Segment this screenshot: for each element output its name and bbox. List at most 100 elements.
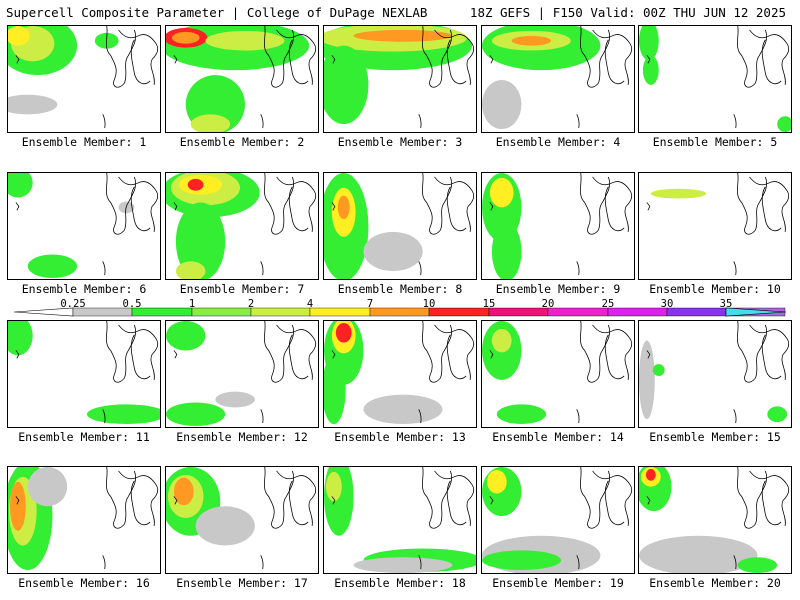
- lake-outline: [737, 26, 768, 88]
- coast-outline: [331, 55, 336, 64]
- member-caption: Ensemble Member: 2: [179, 135, 305, 149]
- scp-contour-area: [27, 467, 68, 507]
- member-caption: Ensemble Member: 16: [18, 576, 150, 590]
- coast-outline: [173, 496, 178, 505]
- scp-field-map: [8, 321, 160, 425]
- ensemble-map-panel: [481, 172, 635, 280]
- scp-contour-area: [175, 261, 206, 279]
- lake-outline: [118, 176, 159, 232]
- lake-outline: [737, 321, 768, 383]
- scp-contour-area: [166, 321, 206, 351]
- member-caption: Ensemble Member: 3: [337, 135, 463, 149]
- coast-outline: [489, 496, 494, 505]
- ensemble-map-panel: [481, 466, 635, 574]
- member-caption: Ensemble Member: 12: [176, 430, 308, 444]
- lake-outline: [288, 39, 309, 85]
- legend-swatch: [607, 307, 668, 317]
- legend-tick-label: 25: [601, 298, 615, 310]
- lake-outline: [737, 467, 768, 529]
- lake-outline: [749, 470, 790, 526]
- scp-contour-area: [650, 188, 707, 199]
- lake-outline: [102, 114, 106, 129]
- member-caption: Ensemble Member: 7: [179, 282, 305, 296]
- coast-outline: [15, 55, 20, 64]
- legend-tick-label: 10: [422, 298, 436, 310]
- member-caption: Ensemble Member: 20: [649, 576, 781, 590]
- lake-outline: [422, 321, 453, 383]
- coast-outline: [331, 496, 336, 505]
- lake-outline: [604, 480, 625, 526]
- coast-outline: [489, 350, 494, 359]
- lake-outline: [106, 467, 137, 529]
- ensemble-map-panel: [638, 466, 792, 574]
- lake-outline: [604, 39, 625, 85]
- legend-tick-label: 0.5: [122, 298, 142, 310]
- member-caption: Ensemble Member: 8: [337, 282, 463, 296]
- lake-outline: [446, 39, 467, 85]
- scp-contour-area: [86, 404, 160, 425]
- scp-contour-area: [171, 31, 200, 44]
- ensemble-map-panel: [165, 466, 319, 574]
- lake-outline: [260, 261, 264, 276]
- lake-outline: [264, 173, 295, 235]
- scp-contour-area: [337, 195, 350, 220]
- member-caption: Ensemble Member: 1: [21, 135, 147, 149]
- lake-outline: [264, 26, 295, 88]
- legend-tick-label: 0.25: [60, 298, 86, 310]
- legend-swatch: [369, 307, 430, 317]
- scp-contour-area: [175, 202, 226, 279]
- scp-field-map: [166, 173, 317, 279]
- scp-contour-area: [511, 35, 552, 46]
- lake-outline: [576, 409, 580, 424]
- lake-outline: [418, 555, 422, 570]
- scp-field-map: [166, 26, 317, 132]
- lake-outline: [260, 114, 264, 129]
- scp-field-map: [324, 173, 475, 279]
- lake-outline: [580, 173, 611, 235]
- lake-outline: [418, 261, 422, 276]
- scp-contour-area: [645, 468, 656, 481]
- scp-contour-area: [489, 177, 514, 208]
- legend-swatch: [666, 307, 727, 317]
- scp-field-map: [8, 467, 159, 571]
- scp-contour-area: [187, 178, 204, 191]
- coast-outline: [646, 202, 651, 211]
- ensemble-map-panel: [323, 172, 477, 280]
- scp-contour-area: [27, 254, 78, 279]
- coast-outline: [489, 202, 494, 211]
- lake-outline: [418, 114, 422, 129]
- lake-outline: [276, 324, 317, 380]
- coast-outline: [646, 350, 651, 359]
- legend-tick-label: 2: [247, 298, 255, 310]
- scp-contour-area: [205, 30, 285, 51]
- lake-outline: [288, 334, 309, 380]
- legend-tick-label: 15: [482, 298, 496, 310]
- scp-contour-area: [215, 391, 255, 408]
- scp-contour-area: [324, 45, 369, 125]
- member-caption: Ensemble Member: 10: [649, 282, 781, 296]
- scp-contour-area: [767, 406, 788, 423]
- scp-contour-area: [325, 471, 342, 502]
- legend-arrow-high: [725, 307, 787, 317]
- coast-outline: [173, 55, 178, 64]
- scp-field-map: [482, 173, 633, 279]
- scp-field-map: [324, 26, 475, 129]
- lake-outline: [592, 470, 633, 526]
- lake-outline: [749, 29, 790, 85]
- scp-contour-area: [639, 535, 758, 573]
- ensemble-map-panel: [165, 320, 319, 428]
- member-caption: Ensemble Member: 11: [18, 430, 150, 444]
- coast-outline: [646, 55, 651, 64]
- scp-field-map: [324, 321, 475, 425]
- coast-outline: [15, 202, 20, 211]
- member-caption: Ensemble Member: 6: [21, 282, 147, 296]
- lake-outline: [260, 555, 264, 570]
- lake-outline: [422, 173, 453, 235]
- coast-outline: [331, 350, 336, 359]
- scp-contour-area: [491, 222, 522, 279]
- ensemble-map-panel: [7, 466, 161, 574]
- scp-field-map: [8, 173, 159, 279]
- coast-outline: [331, 202, 336, 211]
- member-caption: Ensemble Member: 4: [495, 135, 621, 149]
- scp-field-map: [8, 26, 159, 129]
